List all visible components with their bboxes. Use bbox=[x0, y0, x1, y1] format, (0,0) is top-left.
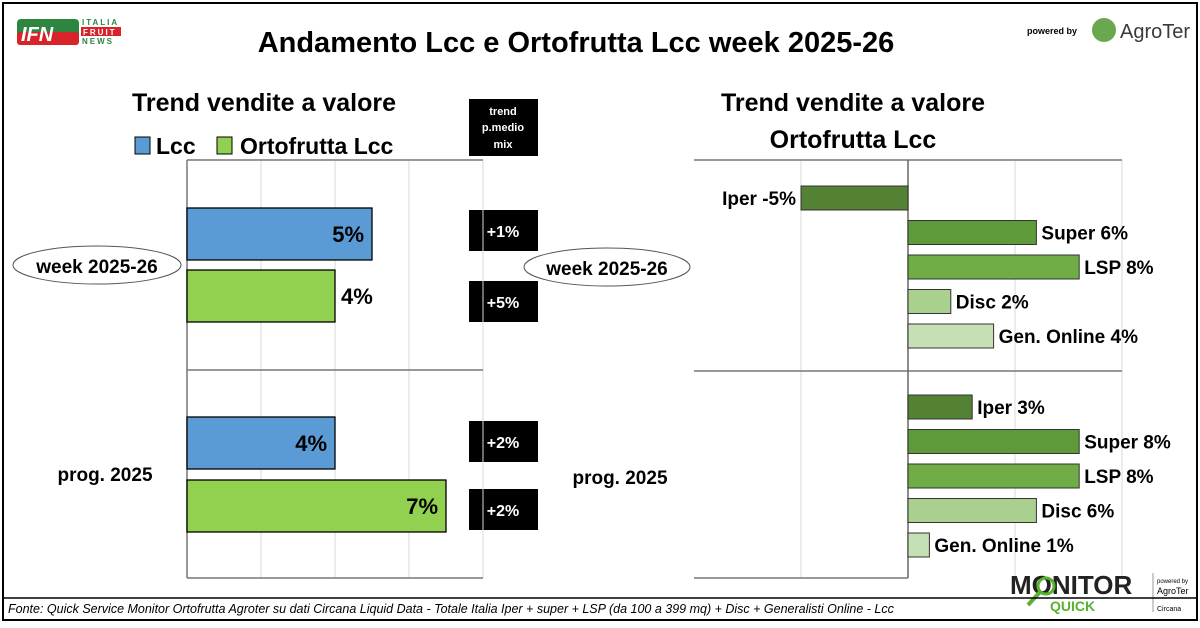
svg-text:NEWS: NEWS bbox=[82, 37, 114, 46]
svg-text:AgroTer: AgroTer bbox=[1157, 586, 1189, 596]
svg-text:Circana: Circana bbox=[1157, 606, 1181, 613]
data-label: 4% bbox=[295, 431, 327, 456]
right-chart-title-line1: Trend vendite a valore bbox=[721, 89, 985, 117]
data-label: Super 6% bbox=[1041, 224, 1128, 245]
trend-value: +1% bbox=[487, 224, 519, 241]
data-label: 5% bbox=[332, 222, 364, 247]
trend-header-line: mix bbox=[494, 139, 514, 151]
data-label: LSP 8% bbox=[1084, 467, 1153, 488]
bar-lsp bbox=[907, 463, 1080, 489]
powered-by-label: powered by bbox=[1027, 26, 1077, 36]
legend-swatch-lcc bbox=[134, 136, 151, 155]
bar-gen-online bbox=[907, 323, 995, 349]
trend-value: +5% bbox=[487, 295, 519, 312]
data-label: Super 8% bbox=[1084, 433, 1171, 454]
trend-box bbox=[469, 421, 538, 462]
svg-text:IFN: IFN bbox=[21, 24, 54, 46]
bar-iper bbox=[800, 185, 909, 211]
svg-text:powered by: powered by bbox=[1157, 579, 1188, 585]
trend-value: +2% bbox=[487, 503, 519, 520]
legend-label-ortofrutta: Ortofrutta Lcc bbox=[240, 133, 394, 159]
svg-text:MONITOR: MONITOR bbox=[1010, 570, 1133, 600]
bar-super bbox=[907, 429, 1080, 454]
data-label: Iper 3% bbox=[977, 398, 1045, 419]
trend-boxes: +1% +5% +2% +2% bbox=[469, 210, 538, 530]
data-label: Disc 6% bbox=[1041, 502, 1114, 523]
period-label-left-prog: prog. 2025 bbox=[57, 465, 152, 486]
bar-gen-online bbox=[907, 532, 930, 558]
period-label-right-prog: prog. 2025 bbox=[572, 468, 667, 489]
svg-text:QUICK: QUICK bbox=[1050, 598, 1095, 614]
trend-box bbox=[469, 210, 538, 251]
bar-disc bbox=[907, 498, 1037, 523]
legend-label-lcc: Lcc bbox=[156, 133, 196, 159]
bar-lcc bbox=[186, 416, 336, 470]
data-label: Gen. Online 1% bbox=[934, 536, 1073, 557]
data-label: Iper -5% bbox=[722, 189, 796, 210]
period-label-left-week: week 2025-26 bbox=[35, 257, 158, 278]
left-chart-title: Trend vendite a valore bbox=[132, 89, 396, 117]
legend-swatch-ortofrutta bbox=[216, 136, 233, 155]
period-ellipse bbox=[523, 247, 691, 287]
trend-header-line: trend bbox=[489, 106, 517, 118]
ifn-logo: IFN ITALIA FRUIT NEWS bbox=[17, 18, 121, 46]
bar-super bbox=[907, 220, 1037, 245]
bar-lcc bbox=[186, 207, 373, 261]
bar-ortofrutta bbox=[186, 479, 447, 533]
monitor-quick-logo: MONITOR QUICK powered by AgroTer Circana bbox=[1010, 570, 1189, 614]
bar-disc bbox=[907, 289, 952, 314]
bar-iper bbox=[907, 394, 973, 420]
svg-text:FRUIT: FRUIT bbox=[83, 28, 117, 37]
data-label: Disc 2% bbox=[956, 293, 1029, 314]
legend: Lcc Ortofrutta Lcc bbox=[134, 133, 394, 159]
data-label: 4% bbox=[341, 284, 373, 309]
trend-box bbox=[469, 489, 538, 530]
source-note: Fonte: Quick Service Monitor Ortofrutta … bbox=[8, 602, 895, 616]
period-label-right-week: week 2025-26 bbox=[545, 259, 668, 280]
data-label: 7% bbox=[406, 494, 438, 519]
trend-box bbox=[469, 281, 538, 322]
data-label: Gen. Online 4% bbox=[999, 327, 1138, 348]
bar-ortofrutta bbox=[186, 269, 336, 323]
svg-text:AgroTer: AgroTer bbox=[1120, 21, 1190, 43]
left-bar-chart: 5% 4% 4% 7% bbox=[186, 159, 484, 579]
bar-lsp bbox=[907, 254, 1080, 280]
right-bar-chart: Iper -5% Iper 3% Super 6% Super 8% LSP 8% LSP… bbox=[694, 159, 1171, 579]
trend-header-line: p.medio bbox=[482, 122, 524, 134]
footer-box bbox=[2, 597, 1198, 621]
data-label: LSP 8% bbox=[1084, 258, 1153, 279]
right-chart-title-line2: Ortofrutta Lcc bbox=[770, 126, 937, 154]
agroter-logo: AgroTer bbox=[1092, 18, 1190, 43]
page-title: Andamento Lcc e Ortofrutta Lcc week 2025… bbox=[258, 27, 895, 59]
svg-text:ITALIA: ITALIA bbox=[82, 18, 119, 27]
period-ellipse bbox=[12, 245, 182, 285]
trend-value: +2% bbox=[487, 435, 519, 452]
trend-header-box bbox=[469, 99, 538, 156]
